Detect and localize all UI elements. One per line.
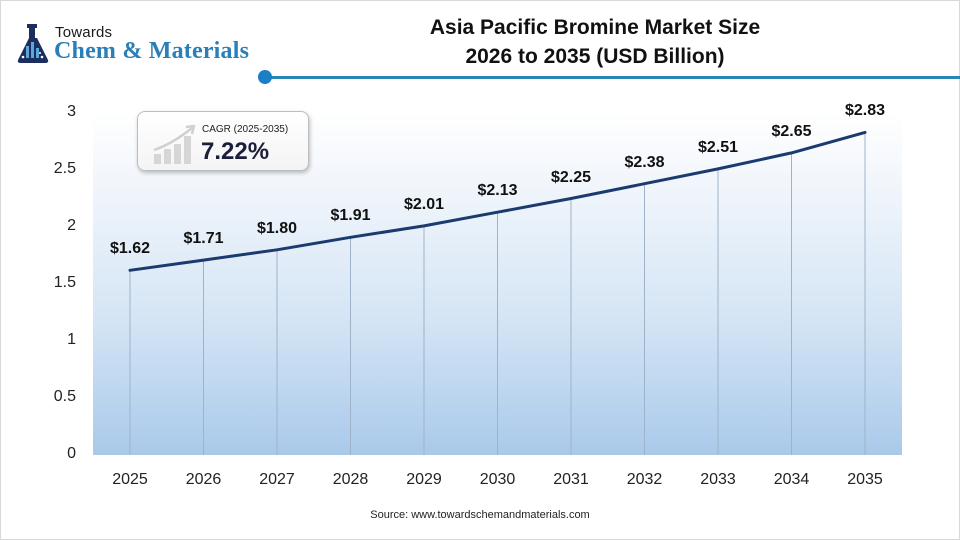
brand-logo: Towards Chem & Materials [16, 22, 256, 66]
flask-icon [17, 24, 49, 63]
x-tick-label: 2034 [773, 471, 810, 488]
data-label: $1.62 [109, 240, 151, 258]
x-tick-label: 2031 [553, 471, 589, 488]
data-label: $1.80 [256, 219, 298, 237]
data-label: $2.25 [550, 168, 592, 186]
title-divider [266, 76, 960, 79]
data-label: $1.71 [183, 230, 224, 248]
x-tick-label: 2029 [406, 471, 442, 488]
data-label: $2.51 [697, 138, 739, 156]
data-label: $2.65 [771, 122, 812, 140]
x-tick-label: 2035 [847, 471, 883, 488]
chart-title-line1: Asia Pacific Bromine Market Size [429, 16, 761, 39]
cagr-label: CAGR (2025-2035) [202, 124, 289, 135]
series-line [128, 130, 867, 272]
vertical-gridlines [129, 132, 866, 455]
y-tick-label: 2.5 [53, 160, 76, 177]
logo-text-main: Chem & Materials [54, 38, 250, 64]
x-tick-label: 2025 [112, 471, 148, 488]
chart-title-line2: 2026 to 2035 (USD Billion) [465, 45, 725, 68]
x-tick-label: 2032 [626, 471, 663, 488]
divider-dot-icon [258, 70, 272, 84]
x-tick-label: 2033 [700, 471, 736, 488]
y-tick-label: 1 [67, 331, 76, 348]
y-tick-label: 3 [67, 103, 76, 120]
y-tick-label: 0.5 [53, 388, 76, 405]
y-tick-label: 0 [67, 445, 76, 462]
chart-title: Asia Pacific Bromine Market Size 2026 to… [380, 13, 810, 71]
growth-chart-icon [153, 124, 196, 164]
y-tick-label: 2 [67, 217, 76, 234]
data-label: $2.13 [477, 182, 518, 200]
data-label: $2.83 [844, 102, 886, 120]
data-label: $1.91 [330, 207, 371, 225]
data-label: $2.01 [403, 195, 445, 213]
logo-text-towards: Towards [55, 24, 113, 41]
source-note: Source: www.towardschemandmaterials.com [370, 509, 590, 521]
x-tick-label: 2030 [479, 471, 516, 488]
y-tick-label: 1.5 [53, 274, 76, 291]
cagr-badge: CAGR (2025-2035) 7.22% [137, 111, 309, 171]
x-tick-label: 2028 [332, 471, 369, 488]
x-tick-label: 2026 [185, 471, 222, 488]
data-label: $2.38 [624, 153, 665, 171]
cagr-value: 7.22% [201, 138, 270, 165]
x-tick-label: 2027 [259, 471, 295, 488]
